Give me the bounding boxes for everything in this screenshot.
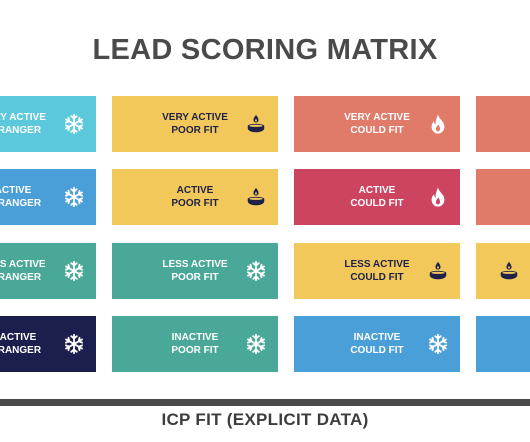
x-axis-label: ICP FIT (EXPLICIT DATA) — [161, 410, 369, 429]
cell-fit-text: STRANGER — [0, 345, 42, 356]
candle-icon — [427, 260, 449, 282]
snowflake-icon — [63, 333, 85, 355]
x-axis-line — [0, 399, 530, 406]
cell-activity-text: LESS ACTIVE — [0, 259, 46, 270]
matrix-cell: INACTIVE STRANGER — [0, 316, 96, 372]
cell-label: ACTIVE COULD FIT — [317, 169, 437, 225]
cell-fit-text: COULD FIT — [350, 345, 404, 356]
cell-activity-text: VERY ACTIVE — [0, 112, 46, 123]
cell-activity-text: ACTIVE — [176, 185, 214, 196]
cell-label: INACTIVE STRANGER — [0, 316, 73, 372]
matrix-cell: VERY ACTIVE COULD FIT — [294, 96, 460, 152]
fire-icon — [427, 186, 449, 208]
candle-icon — [245, 113, 267, 135]
cell-fit-text: POOR FIT — [171, 125, 219, 136]
matrix-cell: LESS ACTIVE COULD FIT — [294, 243, 460, 299]
matrix-cell: LESS ACTIVE POOR FIT — [112, 243, 278, 299]
snowflake-icon — [245, 260, 267, 282]
candle-icon — [245, 186, 267, 208]
matrix-cell — [476, 169, 530, 225]
cell-fit-text: POOR FIT — [171, 198, 219, 209]
cell-activity-text: LESS ACTIVE — [344, 259, 410, 270]
matrix-cell: ACTIVE POOR FIT — [112, 169, 278, 225]
cell-fit-text: STRANGER — [0, 198, 42, 209]
cell-activity-text: LESS ACTIVE — [162, 259, 228, 270]
cell-fit-text: POOR FIT — [171, 345, 219, 356]
snowflake-icon — [63, 260, 85, 282]
candle-icon — [498, 260, 520, 282]
snowflake-icon — [63, 113, 85, 135]
cell-activity-text: ACTIVE — [358, 185, 396, 196]
cell-label: INACTIVE POOR FIT — [135, 316, 255, 372]
matrix-cell — [476, 243, 530, 299]
cell-label: VERY ACTIVE STRANGER — [0, 96, 73, 152]
cell-activity-text: VERY ACTIVE — [162, 112, 228, 123]
cell-fit-text: STRANGER — [0, 125, 42, 136]
fire-icon — [427, 113, 449, 135]
snowflake-icon — [427, 333, 449, 355]
page-title: LEAD SCORING MATRIX — [92, 34, 438, 66]
cell-fit-text: STRANGER — [0, 272, 42, 283]
cell-activity-text: INACTIVE — [353, 332, 401, 343]
snowflake-icon — [63, 186, 85, 208]
matrix-cell: INACTIVE POOR FIT — [112, 316, 278, 372]
cell-label: INACTIVE COULD FIT — [317, 316, 437, 372]
matrix-cell — [476, 96, 530, 152]
cell-activity-text: INACTIVE — [0, 332, 37, 343]
cell-activity-text: ACTIVE — [0, 185, 32, 196]
cell-fit-text: COULD FIT — [350, 198, 404, 209]
matrix-cell: VERY ACTIVE POOR FIT — [112, 96, 278, 152]
matrix-cell — [476, 316, 530, 372]
matrix-cell: ACTIVE COULD FIT — [294, 169, 460, 225]
snowflake-icon — [245, 333, 267, 355]
cell-label: LESS ACTIVE POOR FIT — [135, 243, 255, 299]
cell-label: VERY ACTIVE COULD FIT — [317, 96, 437, 152]
cell-label: ACTIVE STRANGER — [0, 169, 73, 225]
matrix-cell: VERY ACTIVE STRANGER — [0, 96, 96, 152]
matrix-cell: INACTIVE COULD FIT — [294, 316, 460, 372]
matrix-cell: ACTIVE STRANGER — [0, 169, 96, 225]
matrix-cell: LESS ACTIVE STRANGER — [0, 243, 96, 299]
cell-activity-text: INACTIVE — [171, 332, 219, 343]
cell-fit-text: COULD FIT — [350, 125, 404, 136]
cell-fit-text: POOR FIT — [171, 272, 219, 283]
cell-label: LESS ACTIVE STRANGER — [0, 243, 73, 299]
cell-activity-text: VERY ACTIVE — [344, 112, 410, 123]
cell-label: ACTIVE POOR FIT — [135, 169, 255, 225]
cell-label: VERY ACTIVE POOR FIT — [135, 96, 255, 152]
cell-label: LESS ACTIVE COULD FIT — [317, 243, 437, 299]
cell-fit-text: COULD FIT — [350, 272, 404, 283]
